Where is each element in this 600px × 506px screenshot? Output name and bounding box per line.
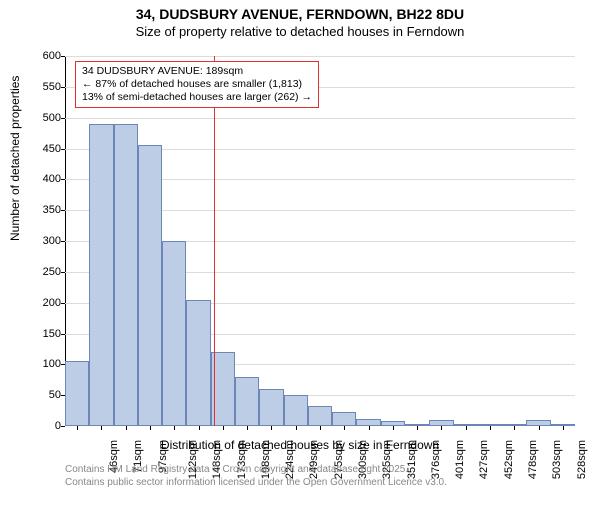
- y-tick-mark: [61, 272, 65, 273]
- x-tick-mark: [490, 426, 491, 430]
- histogram-bar: [284, 395, 308, 426]
- y-tick-mark: [61, 210, 65, 211]
- plot-inner: 46sqm71sqm97sqm122sqm148sqm173sqm198sqm2…: [65, 56, 575, 426]
- x-tick-mark: [369, 426, 370, 430]
- title-sub: Size of property relative to detached ho…: [0, 24, 600, 39]
- reference-line: [214, 56, 215, 426]
- histogram-bar: [308, 406, 332, 426]
- x-tick-mark: [417, 426, 418, 430]
- gridline: [65, 56, 575, 57]
- histogram-bar: [138, 145, 162, 426]
- histogram-bar: [89, 124, 113, 426]
- x-tick-mark: [320, 426, 321, 430]
- y-tick-label: 600: [43, 50, 61, 62]
- x-tick-mark: [441, 426, 442, 430]
- y-tick-label: 350: [43, 204, 61, 216]
- y-tick-mark: [61, 334, 65, 335]
- y-axis-title: Number of detached properties: [8, 76, 22, 241]
- x-tick-mark: [563, 426, 564, 430]
- footer-copyright-1: Contains HM Land Registry data © Crown c…: [65, 464, 408, 475]
- x-tick-mark: [393, 426, 394, 430]
- x-tick-mark: [296, 426, 297, 430]
- y-tick-mark: [61, 241, 65, 242]
- gridline: [65, 118, 575, 119]
- annotation-line: 34 DUDSBURY AVENUE: 189sqm: [82, 65, 312, 78]
- x-axis-title: Distribution of detached houses by size …: [0, 438, 600, 452]
- y-tick-label: 250: [43, 266, 61, 278]
- histogram-bar: [356, 419, 380, 426]
- y-tick-label: 500: [43, 112, 61, 124]
- y-tick-label: 100: [43, 358, 61, 370]
- y-tick-mark: [61, 426, 65, 427]
- annotation-line: ← 87% of detached houses are smaller (1,…: [82, 78, 312, 91]
- plot-area: 46sqm71sqm97sqm122sqm148sqm173sqm198sqm2…: [65, 56, 575, 426]
- y-tick-label: 450: [43, 143, 61, 155]
- x-tick-mark: [77, 426, 78, 430]
- y-tick-mark: [61, 56, 65, 57]
- x-tick-mark: [539, 426, 540, 430]
- x-tick-mark: [101, 426, 102, 430]
- x-tick-mark: [466, 426, 467, 430]
- x-tick-mark: [514, 426, 515, 430]
- histogram-bar: [162, 241, 186, 426]
- annotation-line: 13% of semi-detached houses are larger (…: [82, 91, 312, 104]
- y-tick-label: 50: [49, 389, 61, 401]
- y-tick-mark: [61, 149, 65, 150]
- y-tick-label: 150: [43, 328, 61, 340]
- histogram-bar: [332, 412, 356, 426]
- histogram-bar: [259, 389, 283, 426]
- y-tick-mark: [61, 118, 65, 119]
- y-tick-label: 200: [43, 297, 61, 309]
- histogram-bar: [114, 124, 138, 426]
- histogram-bar: [235, 377, 259, 426]
- histogram-bar: [65, 361, 89, 426]
- y-tick-mark: [61, 303, 65, 304]
- title-main: 34, DUDSBURY AVENUE, FERNDOWN, BH22 8DU: [0, 6, 600, 22]
- annotation-box: 34 DUDSBURY AVENUE: 189sqm← 87% of detac…: [75, 61, 319, 108]
- footer-copyright-2: Contains public sector information licen…: [65, 477, 447, 488]
- x-tick-mark: [126, 426, 127, 430]
- y-tick-mark: [61, 87, 65, 88]
- histogram-bar: [186, 300, 210, 426]
- x-tick-mark: [223, 426, 224, 430]
- y-tick-mark: [61, 179, 65, 180]
- x-tick-mark: [199, 426, 200, 430]
- x-tick-mark: [247, 426, 248, 430]
- x-tick-mark: [174, 426, 175, 430]
- y-tick-label: 400: [43, 173, 61, 185]
- x-tick-mark: [150, 426, 151, 430]
- y-tick-label: 550: [43, 81, 61, 93]
- chart-container: 34, DUDSBURY AVENUE, FERNDOWN, BH22 8DU …: [0, 6, 600, 506]
- x-tick-mark: [271, 426, 272, 430]
- x-tick-mark: [344, 426, 345, 430]
- y-tick-label: 300: [43, 235, 61, 247]
